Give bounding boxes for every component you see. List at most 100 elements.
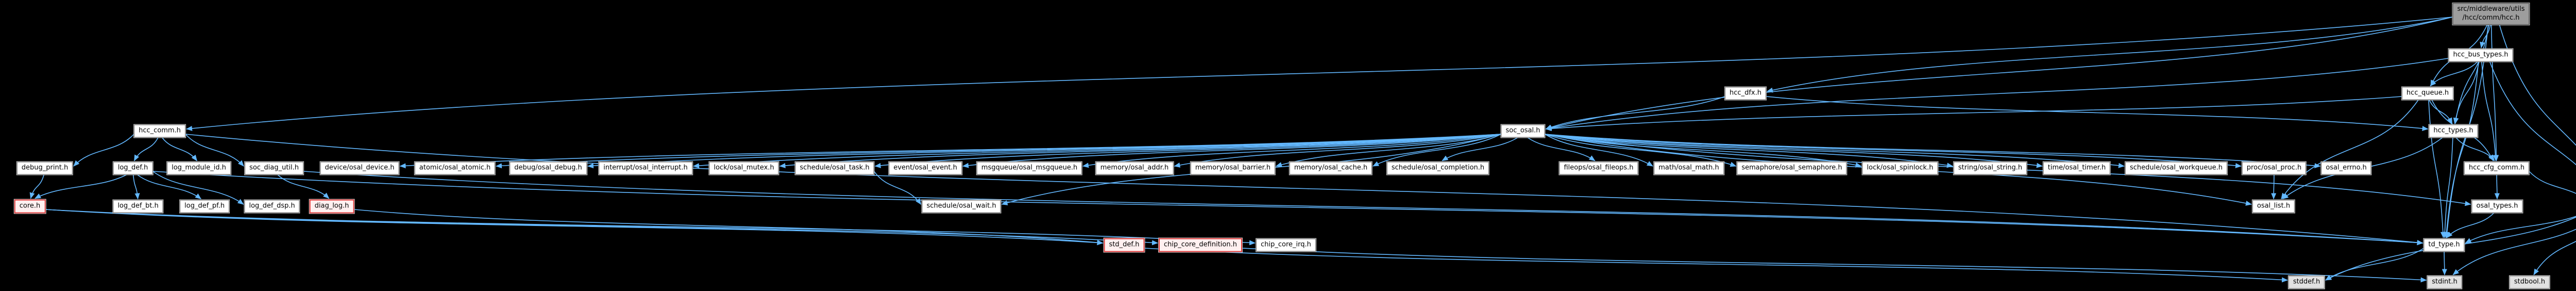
- node-hcc_dfx[interactable]: hcc_dfx.h: [1724, 86, 1767, 101]
- edge-hcc_bus_types-to-hcc_cfg_comm: [2481, 61, 2498, 161]
- edge-soc_osal-to-osal_mutex: [779, 134, 1501, 169]
- edge-soc_osal-to-osal_math: [1545, 134, 1653, 167]
- edge-hcc_dfx-to-hcc_types: [1766, 96, 2429, 131]
- edge-hcc_types-to-hcc_cfg_comm: [2455, 137, 2495, 161]
- edge-core-to-chip_core_definition: [45, 209, 1158, 246]
- node-osal_string[interactable]: string/osal_string.h: [1953, 161, 2028, 175]
- edge-td_base-to-stdbool: [2533, 240, 2576, 276]
- edge-soc_osal-to-osal_event: [962, 134, 1501, 168]
- node-osal_event[interactable]: event/osal_event.h: [888, 161, 962, 175]
- node-diag_log[interactable]: diag_log.h: [309, 199, 355, 214]
- edge-hcc_queue-to-soc_osal: [1545, 96, 2402, 132]
- node-std_def[interactable]: std_def.h: [1103, 237, 1145, 253]
- node-osal_spinlock[interactable]: lock/osal_spinlock.h: [1861, 161, 1939, 175]
- edge-td_base-to-td_type: [2465, 216, 2576, 244]
- node-log_module_id[interactable]: log_module_id.h: [166, 161, 231, 175]
- node-hcc_types[interactable]: hcc_types.h: [2428, 124, 2479, 138]
- edge-soc_osal-to-osal_workqueue: [1545, 134, 2125, 168]
- node-hcc_bus_types[interactable]: hcc_bus_types.h: [2448, 48, 2514, 62]
- node-osal_timer[interactable]: time/osal_timer.h: [2042, 161, 2111, 175]
- edge-log_def-to-log_def_dsp: [152, 171, 244, 205]
- node-osal_workqueue[interactable]: schedule/osal_workqueue.h: [2124, 161, 2228, 175]
- edge-hcc_comm-to-soc_diag_util: [185, 134, 244, 167]
- node-osal_semaphore[interactable]: semaphore/osal_semaphore.h: [1736, 161, 1848, 175]
- edge-td_type-to-stddef: [2325, 248, 2424, 281]
- edge-hcc_comm-to-log_def: [133, 137, 159, 161]
- node-osal_atomic[interactable]: atomic/osal_atomic.h: [414, 161, 496, 175]
- edge-soc_osal-to-osal_atomic: [496, 134, 1501, 169]
- node-log_def_pf[interactable]: log_def_pf.h: [179, 199, 230, 214]
- edge-core-to-std_def: [45, 209, 1104, 246]
- node-hcc: src/middleware/utils /hcc/comm/hcc.h: [2452, 3, 2530, 25]
- node-hcc_cfg_comm[interactable]: hcc_cfg_comm.h: [2463, 161, 2530, 175]
- node-osal_types[interactable]: osal_types.h: [2471, 199, 2523, 214]
- edge-hcc-to-hcc_comm: [186, 17, 2453, 131]
- node-osal_cache[interactable]: memory/osal_cache.h: [1289, 161, 1373, 175]
- edge-soc_diag_util-to-diag_log: [277, 174, 330, 199]
- edge-hcc_bus_types-to-soc_errno: [2489, 61, 2576, 166]
- edge-diag_log-to-std_def: [354, 209, 1104, 246]
- node-debug_print[interactable]: debug_print.h: [16, 161, 74, 175]
- edge-soc_osal-to-osal_semaphore: [1545, 134, 1737, 167]
- node-osal_msgqueue[interactable]: msgqueue/osal_msgqueue.h: [976, 161, 1083, 175]
- node-soc_diag_util[interactable]: soc_diag_util.h: [244, 161, 304, 175]
- node-log_def[interactable]: log_def.h: [112, 161, 154, 175]
- edge-hcc_queue-to-osal_list: [2281, 100, 2419, 200]
- edge-soc_osal-to-osal_task: [874, 134, 1501, 168]
- node-osal_addr[interactable]: memory/osal_addr.h: [1095, 161, 1174, 175]
- node-osal_debug[interactable]: debug/osal_debug.h: [509, 161, 587, 175]
- edge-soc_osal-to-osal_addr: [1174, 134, 1501, 168]
- edge-hcc_comm-to-log_module_id: [161, 137, 197, 161]
- edge-td_type-to-stdint: [2442, 251, 2447, 276]
- edge-soc_osal-to-osal_completion: [1442, 137, 1518, 161]
- edge-hcc-to-soc_osal: [1545, 17, 2453, 131]
- node-stdint: stdint.h: [2427, 275, 2463, 289]
- node-stdbool: stdbool.h: [2509, 275, 2551, 289]
- edge-osal_types-to-td_type: [2446, 212, 2495, 238]
- edge-hcc_bus_types-to-soc_osal: [1545, 58, 2449, 131]
- node-osal_math[interactable]: math/osal_math.h: [1653, 161, 1724, 175]
- node-osal_task[interactable]: schedule/osal_task.h: [794, 161, 875, 175]
- node-osal_interrupt[interactable]: interrupt/osal_interrupt.h: [598, 161, 693, 175]
- node-osal_device[interactable]: device/osal_device.h: [319, 161, 400, 175]
- edge-hcc-to-soc_errno: [2499, 24, 2576, 146]
- edge-hcc_dfx-to-soc_osal: [1545, 96, 1725, 130]
- node-log_def_bt[interactable]: log_def_bt.h: [112, 199, 164, 214]
- edge-log_def-to-log_def_pf: [137, 174, 201, 200]
- node-chip_core_irq[interactable]: chip_core_irq.h: [1256, 238, 1316, 252]
- edge-hcc_queue-to-hcc_types: [2429, 100, 2453, 124]
- node-hcc_comm[interactable]: hcc_comm.h: [133, 124, 186, 138]
- node-osal_barrier[interactable]: memory/osal_barrier.h: [1190, 161, 1276, 175]
- edge-hcc_types-to-td_type: [2442, 137, 2453, 238]
- node-osal_proc[interactable]: proc/osal_proc.h: [2241, 161, 2307, 175]
- node-osal_errno[interactable]: osal_errno.h: [2320, 161, 2372, 175]
- node-core[interactable]: core.h: [13, 199, 46, 214]
- edge-soc_osal-to-osal_spinlock: [1545, 134, 1862, 168]
- node-osal_list[interactable]: osal_list.h: [2251, 199, 2296, 214]
- node-chip_core_definition[interactable]: chip_core_definition.h: [1158, 237, 1243, 253]
- node-osal_completion[interactable]: schedule/osal_completion.h: [1386, 161, 1490, 175]
- edge-hcc-to-hcc_dfx: [1767, 17, 2453, 93]
- node-osal_wait[interactable]: schedule/osal_wait.h: [921, 199, 1002, 214]
- node-osal_mutex[interactable]: lock/osal_mutex.h: [708, 161, 779, 175]
- edge-soc_osal-to-osal_device: [399, 134, 1501, 169]
- edge-chip_core_definition-to-stdint: [1242, 248, 2427, 283]
- edge-debug_print-to-core: [29, 174, 45, 199]
- node-log_def_dsp[interactable]: log_def_dsp.h: [244, 199, 300, 214]
- node-soc_osal[interactable]: soc_osal.h: [1500, 124, 1546, 138]
- edge-core-to-chip_core_irq: [45, 209, 1256, 246]
- edge-log_def-to-core: [35, 174, 127, 199]
- edge-soc_osal-to-osal_cache: [1372, 134, 1501, 167]
- edge-std_def-to-stddef: [1144, 248, 2288, 283]
- edge-soc_osal-to-osal_barrier: [1276, 134, 1501, 167]
- node-td_type[interactable]: td_type.h: [2423, 238, 2465, 252]
- edge-hcc-to-hcc_bus_types: [2480, 24, 2491, 48]
- node-hcc_queue[interactable]: hcc_queue.h: [2401, 86, 2454, 101]
- edge-hcc_queue-to-td_type: [2428, 100, 2446, 238]
- node-osal_fileops[interactable]: fileops/osal_fileops.h: [1558, 161, 1639, 175]
- edge-soc_osal-to-osal_interrupt: [693, 134, 1501, 169]
- edge-soc_osal-to-osal_msgqueue: [1082, 134, 1501, 168]
- edge-osal_task-to-osal_wait: [873, 171, 922, 205]
